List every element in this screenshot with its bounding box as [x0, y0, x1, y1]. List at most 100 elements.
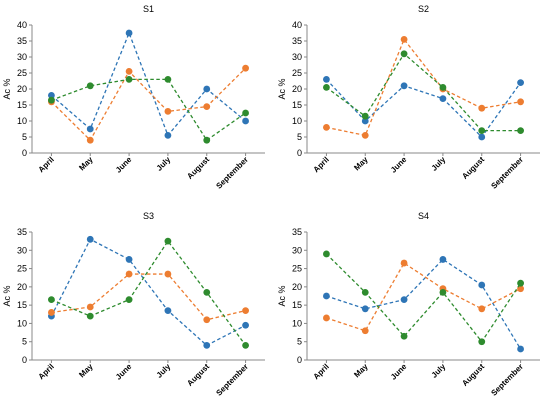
data-point: [164, 237, 172, 245]
chart-panel-s1: S1 Ac % 0 5 10 15 20 25 30 35 40 April May June July Au…: [0, 0, 275, 207]
series-line: [326, 258, 522, 350]
y-tick-label: 25: [17, 68, 27, 78]
data-point: [164, 270, 172, 278]
x-tick-label: May: [352, 155, 370, 173]
data-point: [323, 292, 330, 300]
series-line: [50, 31, 246, 137]
y-tick-label: 15: [17, 100, 27, 110]
data-point: [164, 132, 172, 139]
data-point: [203, 103, 211, 110]
x-tick-label: July: [430, 362, 448, 380]
x-tick-label: July: [430, 155, 448, 173]
y-tick-label: 10: [17, 116, 27, 126]
data-point: [323, 250, 330, 258]
data-point: [400, 259, 408, 267]
data-point: [86, 312, 94, 320]
y-tick-label: 10: [292, 318, 302, 328]
data-point: [242, 321, 249, 329]
data-point: [323, 84, 330, 91]
y-tick-label: 20: [17, 282, 27, 292]
chart-title: S4: [418, 211, 429, 221]
x-tick-label: May: [77, 155, 95, 173]
data-point: [478, 338, 486, 346]
y-tick-label: 0: [22, 148, 27, 158]
y-tick-label: 35: [17, 36, 27, 46]
data-point: [323, 76, 330, 83]
series-line: [325, 253, 522, 343]
y-tick-label: 20: [292, 282, 302, 292]
y-tick-label: 5: [22, 132, 27, 142]
data-point: [439, 288, 447, 296]
chart-title: S2: [418, 4, 429, 14]
y-tick-label: 40: [17, 20, 27, 30]
data-point: [400, 332, 408, 340]
y-tick-label: 0: [297, 355, 302, 365]
data-point: [48, 296, 55, 304]
x-tick-label: April: [37, 362, 56, 381]
data-point: [400, 296, 408, 304]
series-line: [51, 273, 246, 321]
data-point: [517, 285, 524, 293]
data-point: [361, 132, 369, 139]
data-point: [517, 127, 524, 134]
data-point: [125, 29, 133, 37]
x-tick-label: June: [114, 362, 134, 382]
data-point: [125, 76, 133, 83]
y-axis-label: Ac %: [2, 285, 12, 306]
data-point: [125, 270, 133, 278]
data-point: [48, 309, 55, 316]
data-point: [86, 303, 94, 311]
data-point: [242, 64, 249, 72]
x-tick-label: July: [155, 362, 173, 380]
chart-svg-s3: S3 Ac % 0 5 10 15 20 25 30 35 April May June July Augu…: [2, 211, 265, 398]
data-point: [323, 124, 330, 131]
data-point: [164, 307, 172, 315]
data-point: [323, 314, 330, 322]
x-tick-label: September: [489, 362, 525, 398]
x-tick-label: August: [185, 362, 211, 388]
y-tick-label: 0: [22, 355, 27, 365]
data-point: [517, 279, 524, 287]
data-point: [478, 104, 486, 112]
data-point: [125, 68, 133, 75]
data-point: [86, 125, 94, 133]
y-tick-label: 35: [292, 36, 302, 46]
data-point: [203, 288, 211, 296]
data-point: [242, 341, 249, 349]
y-tick-label: 30: [17, 52, 27, 62]
x-tick-label: June: [389, 155, 409, 175]
data-point: [361, 117, 369, 125]
data-point: [439, 256, 447, 263]
y-tick-label: 30: [292, 245, 302, 255]
x-tick-label: June: [114, 155, 134, 175]
chart-svg-s1: S1 Ac % 0 5 10 15 20 25 30 35 40 April May June July Au…: [2, 4, 265, 191]
chart-title: S3: [143, 211, 154, 221]
x-tick-label: September: [489, 155, 525, 191]
y-tick-label: 5: [297, 132, 302, 142]
y-tick-label: 25: [17, 264, 27, 274]
data-point: [125, 256, 133, 263]
series-line: [51, 240, 247, 346]
y-axis-label: Ac %: [277, 285, 287, 306]
data-point: [203, 341, 211, 349]
y-tick-label: 40: [292, 20, 302, 30]
y-tick-label: 0: [297, 148, 302, 158]
x-tick-label: April: [312, 155, 331, 174]
data-point: [478, 281, 486, 289]
y-tick-label: 35: [17, 227, 27, 237]
y-tick-label: 25: [292, 68, 302, 78]
y-tick-label: 20: [17, 84, 27, 94]
data-point: [478, 133, 486, 141]
data-point: [400, 82, 408, 90]
y-tick-label: 10: [17, 318, 27, 328]
data-point: [517, 345, 524, 353]
series-line: [325, 78, 522, 138]
data-point: [400, 36, 408, 43]
data-point: [203, 85, 211, 93]
x-tick-label: August: [460, 155, 486, 181]
y-tick-label: 10: [292, 116, 302, 126]
y-tick-label: 30: [17, 245, 27, 255]
chart-svg-s4: S4 Ac % 0 5 10 15 20 25 30 35 April May June July Augu…: [277, 211, 540, 398]
x-tick-label: May: [77, 362, 95, 380]
y-tick-label: 20: [292, 84, 302, 94]
